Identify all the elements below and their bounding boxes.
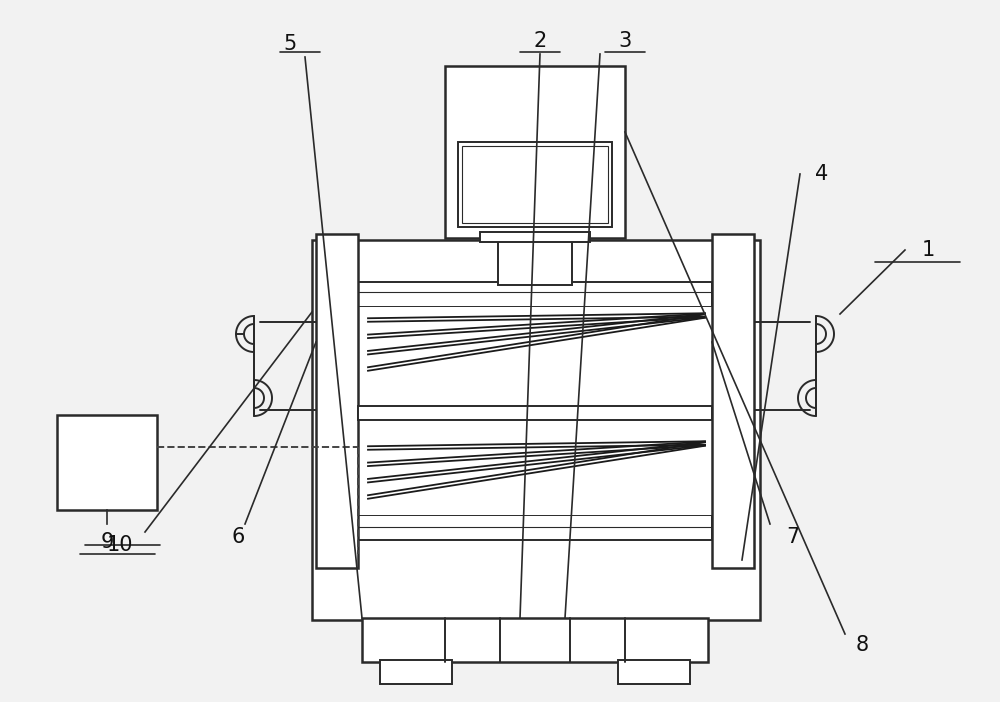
- Bar: [358, 282, 712, 307]
- Bar: [358, 406, 712, 420]
- Text: 10: 10: [107, 535, 133, 555]
- Text: 8: 8: [855, 635, 869, 655]
- Text: 3: 3: [618, 31, 632, 51]
- Text: 1: 1: [921, 240, 935, 260]
- Bar: [498, 238, 572, 285]
- Text: 4: 4: [815, 164, 829, 184]
- Bar: [316, 234, 358, 568]
- Bar: [380, 660, 452, 684]
- Bar: [712, 234, 754, 568]
- Bar: [312, 240, 760, 620]
- Text: 5: 5: [283, 34, 297, 54]
- Text: 2: 2: [533, 31, 547, 51]
- Bar: [480, 232, 590, 242]
- Text: 9: 9: [100, 532, 114, 552]
- Bar: [57, 415, 157, 510]
- Bar: [358, 307, 712, 515]
- Bar: [358, 307, 712, 406]
- Bar: [618, 660, 690, 684]
- Bar: [445, 66, 625, 238]
- Text: 7: 7: [786, 527, 800, 547]
- Bar: [362, 618, 708, 662]
- Bar: [462, 146, 608, 223]
- Text: 6: 6: [231, 527, 245, 547]
- Bar: [358, 515, 712, 540]
- Bar: [458, 142, 612, 227]
- Bar: [358, 420, 712, 515]
